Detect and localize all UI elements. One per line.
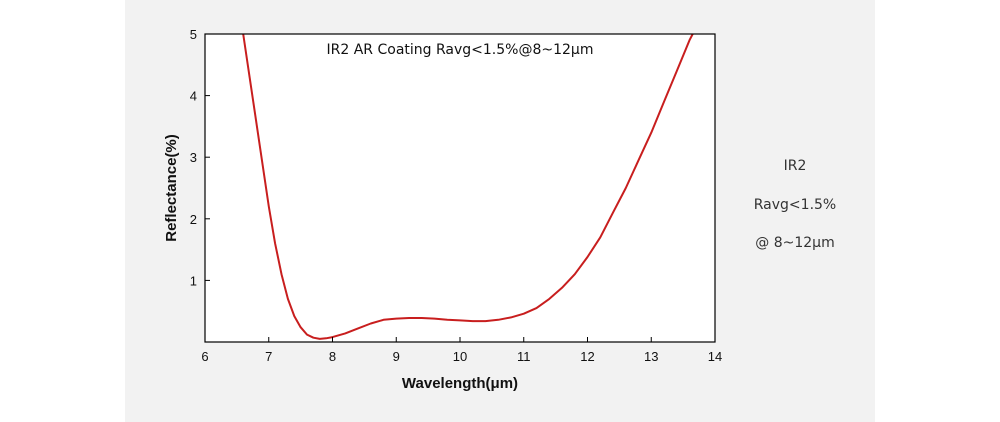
x-tick-label: 10: [453, 349, 467, 364]
side-note-range: @ 8~12μm: [755, 235, 835, 251]
y-tick-label: 5: [190, 27, 197, 42]
x-tick-label: 8: [329, 349, 336, 364]
chart-title: IR2 AR Coating Ravg<1.5%@8~12μm: [327, 42, 594, 58]
x-tick-label: 11: [517, 349, 531, 364]
y-tick-label: 3: [190, 150, 197, 165]
x-tick-label: 13: [644, 349, 658, 364]
x-tick-label: 12: [580, 349, 594, 364]
x-tick-label: 6: [201, 349, 208, 364]
y-tick-label: 1: [190, 273, 197, 288]
y-tick-label: 4: [190, 89, 197, 104]
x-tick-label: 9: [393, 349, 400, 364]
x-tick-label: 7: [265, 349, 272, 364]
x-tick-label: 14: [708, 349, 722, 364]
side-note-ravg: Ravg<1.5%: [753, 197, 837, 213]
reflectance-curve: [242, 33, 694, 340]
plot-area: [205, 34, 715, 342]
side-note-product: IR2: [783, 158, 807, 174]
x-axis-title: Wavelength(μm): [402, 375, 518, 392]
y-axis-title: Reflectance(%): [163, 134, 180, 242]
y-tick-label: 2: [190, 212, 197, 227]
